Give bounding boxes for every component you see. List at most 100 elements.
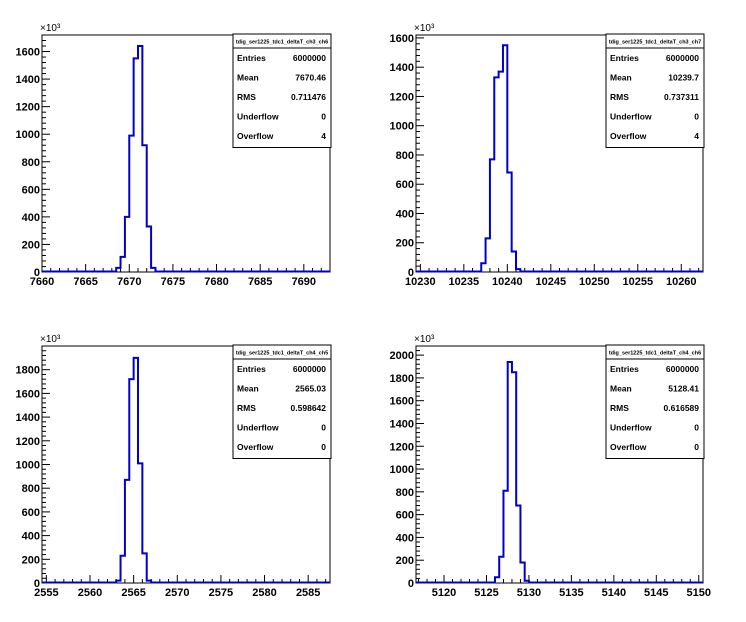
y-tick-label: 1200 xyxy=(390,441,414,453)
y-tick-label: 200 xyxy=(396,555,414,567)
stats-box: tdig_ser1225_tdc1_deltaT_ch3_ch7 Entries 6… xyxy=(605,33,705,148)
histogram-bin xyxy=(508,362,512,583)
stats-box-title: tdig_ser1225_tdc1_deltaT_ch3_ch6 xyxy=(236,40,328,46)
stats-value: 0 xyxy=(321,442,326,452)
histogram-bin xyxy=(151,268,155,272)
y-tick-label: 1800 xyxy=(390,373,414,385)
stats-box-title: tdig_ser1225_tdc1_deltaT_ch4_ch5 xyxy=(236,351,328,357)
stats-box-frame xyxy=(232,33,332,148)
histogram-bin xyxy=(499,72,503,272)
stats-value: 0 xyxy=(321,423,326,433)
x-tick-label: 7660 xyxy=(30,276,54,288)
y-tick-label: 400 xyxy=(396,532,414,544)
stats-value: 0 xyxy=(694,112,699,122)
y-tick-label: 400 xyxy=(22,531,40,543)
y-tick-label: 1600 xyxy=(16,388,40,400)
y-tick-label: 2000 xyxy=(390,350,414,362)
histogram-bin xyxy=(495,577,499,583)
histogram-series xyxy=(416,360,703,584)
x-tick-label: 5130 xyxy=(517,587,541,599)
histogram-bin xyxy=(129,379,133,583)
y-tick-label: 1400 xyxy=(390,418,414,430)
y-tick-label: 1000 xyxy=(390,464,414,476)
x-tick-label: 10235 xyxy=(449,276,480,288)
x-tick-label: 7690 xyxy=(292,276,316,288)
x-tick-label: 7685 xyxy=(248,276,272,288)
histogram-bin xyxy=(512,372,516,583)
stats-value: 5128.41 xyxy=(668,384,699,394)
x-tick-label: 5120 xyxy=(432,587,456,599)
histogram-series xyxy=(42,45,330,273)
histogram-bin xyxy=(125,217,129,272)
y-tick-label: 0 xyxy=(408,578,414,590)
y-tick-label: 200 xyxy=(22,239,40,251)
histogram-bin xyxy=(481,263,485,272)
x-tick-label: 7665 xyxy=(73,276,97,288)
histogram-bin xyxy=(499,557,503,583)
x-tick-label: 10250 xyxy=(579,276,610,288)
y-tick-label: 1200 xyxy=(16,436,40,448)
stats-value: 0.737311 xyxy=(664,92,699,102)
stats-box: tdig_ser1225_tdc1_deltaT_ch4_ch5 Entries 6… xyxy=(232,344,332,459)
x-tick-label: 7670 xyxy=(117,276,141,288)
y-tick-label: 1400 xyxy=(16,412,40,424)
stats-value: 2565.03 xyxy=(295,384,326,394)
stats-key: Mean xyxy=(610,73,632,83)
x-tick-label: 5125 xyxy=(474,587,498,599)
y-tick-label: 800 xyxy=(396,150,414,162)
x-tick-label: 7675 xyxy=(161,276,185,288)
histogram-bin xyxy=(520,562,524,583)
histogram-bin xyxy=(129,136,133,272)
stats-key: RMS xyxy=(237,403,256,413)
stats-value: 7670.46 xyxy=(295,73,326,83)
y-tick-label: 400 xyxy=(396,208,414,220)
histogram-bin xyxy=(147,227,151,272)
x-tick-label: 2555 xyxy=(34,587,58,599)
x-tick-label: 2575 xyxy=(209,587,233,599)
y-tick-label: 600 xyxy=(22,184,40,196)
histogram-panel-4: 5120 5125 5130 5135 5140 5145 5150 0 200 400 600 80… xyxy=(390,334,711,599)
y-tick-label: 1000 xyxy=(16,460,40,472)
stats-key: Entries xyxy=(610,53,639,63)
y-tick-label: 1600 xyxy=(16,47,40,59)
stats-key: RMS xyxy=(237,92,256,102)
y-tick-label: 400 xyxy=(22,212,40,224)
y-tick-label: 1400 xyxy=(16,74,40,86)
y-exponent-label: ×10³ xyxy=(414,334,435,345)
y-tick-label: 200 xyxy=(396,238,414,250)
y-tick-label: 1600 xyxy=(390,396,414,408)
histogram-series xyxy=(42,356,330,584)
histogram-bin xyxy=(525,581,529,583)
x-tick-label: 10260 xyxy=(666,276,697,288)
stats-value: 0 xyxy=(321,112,326,122)
y-tick-label: 1600 xyxy=(390,33,414,45)
stats-value: 0 xyxy=(694,442,699,452)
stats-key: Overflow xyxy=(237,131,274,141)
y-exponent-label: ×10³ xyxy=(40,334,61,345)
x-tick-label: 10245 xyxy=(536,276,567,288)
y-tick-label: 600 xyxy=(396,510,414,522)
stats-box-frame xyxy=(232,344,332,459)
histogram-bin xyxy=(138,463,142,583)
y-tick-label: 800 xyxy=(22,157,40,169)
stats-key: Underflow xyxy=(610,112,652,122)
y-tick-label: 1200 xyxy=(390,91,414,103)
histogram-bin xyxy=(134,358,138,583)
y-tick-label: 1400 xyxy=(390,62,414,74)
histogram-bin xyxy=(503,491,507,583)
stats-key: Mean xyxy=(237,384,259,394)
stats-box: tdig_ser1225_tdc1_deltaT_ch4_ch6 Entries 6… xyxy=(605,344,705,459)
stats-key: Entries xyxy=(237,364,266,374)
y-tick-label: 800 xyxy=(396,487,414,499)
histogram-bin xyxy=(138,46,142,272)
stats-key: Overflow xyxy=(237,442,274,452)
histogram-bin xyxy=(116,581,120,583)
x-tick-label: 10230 xyxy=(405,276,436,288)
stats-key: Entries xyxy=(610,364,639,374)
x-tick-label: 5140 xyxy=(602,587,626,599)
y-tick-label: 1200 xyxy=(16,102,40,114)
stats-value: 0.711476 xyxy=(291,92,326,102)
stats-box: tdig_ser1225_tdc1_deltaT_ch3_ch6 Entries 6… xyxy=(232,33,332,148)
stats-key: RMS xyxy=(610,403,629,413)
